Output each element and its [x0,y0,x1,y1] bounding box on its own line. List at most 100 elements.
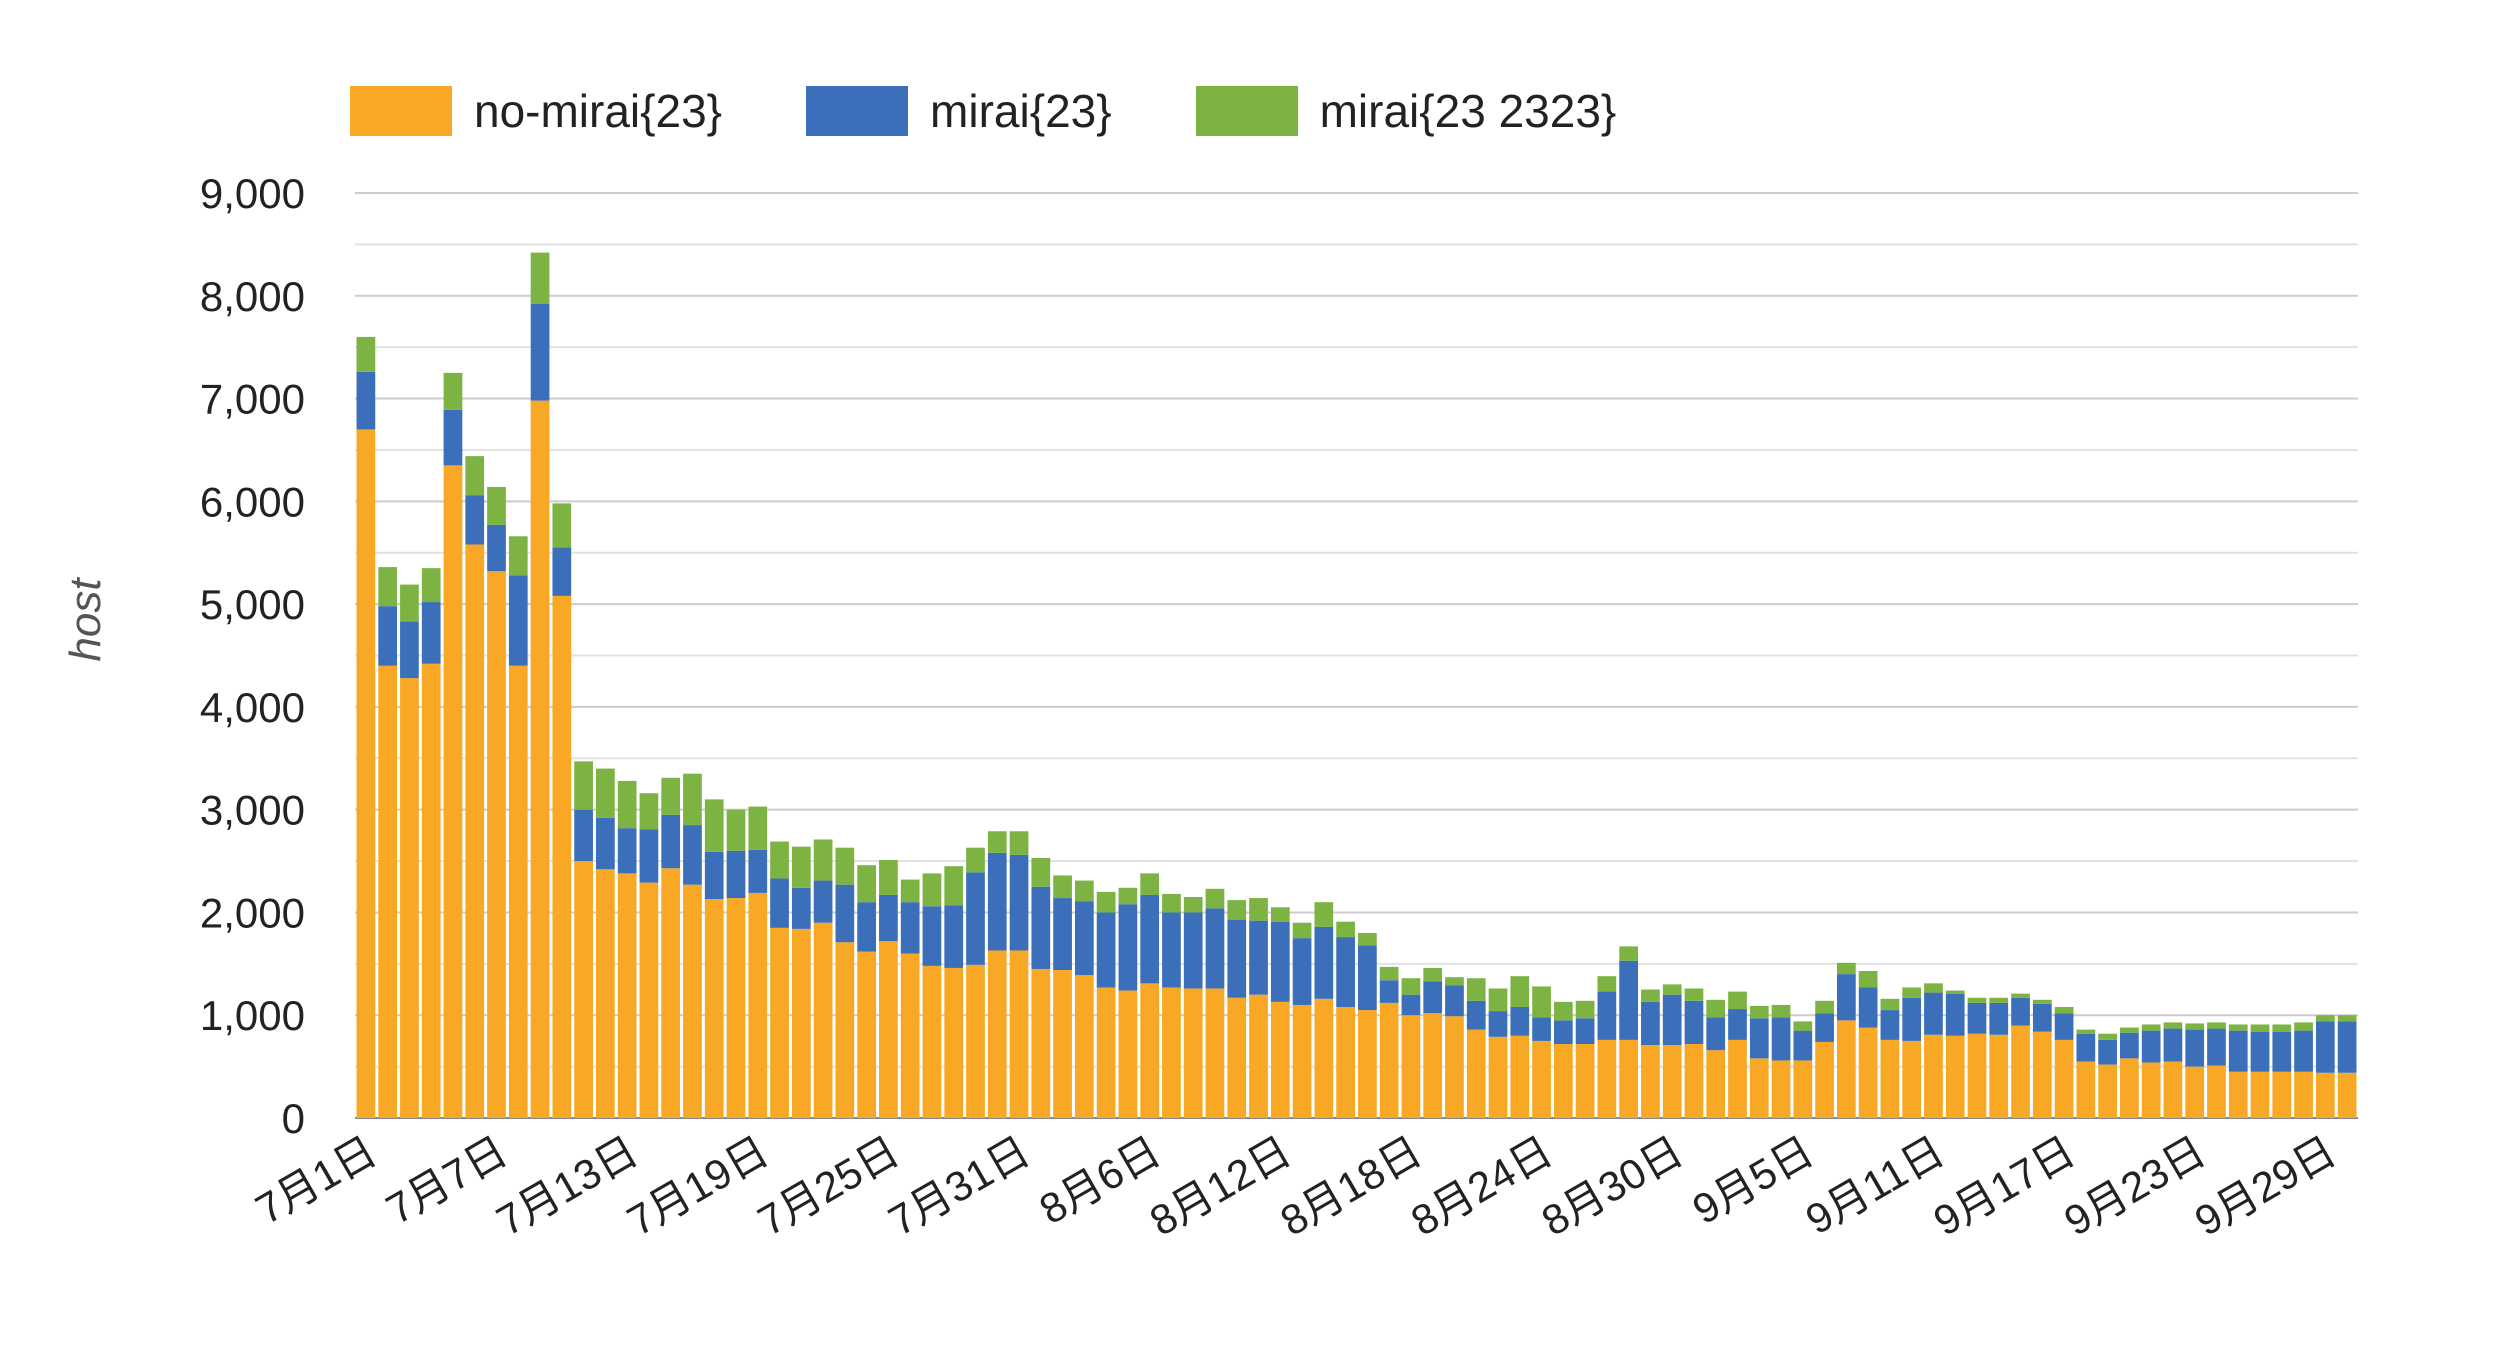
bar-segment-series-0 [378,665,398,1118]
bar-segment-series-1 [552,547,572,596]
bar-segment-series-1 [2163,1028,2183,1062]
legend-item-mirai-23[interactable]: mirai{23} [806,84,1112,138]
bar-segment-series-1 [1466,1000,1486,1030]
bar-segment-series-0 [813,922,833,1118]
bar-segment-series-2 [2250,1024,2270,1032]
bar-segment-series-2 [1619,946,1638,961]
legend-item-mirai-23-2323[interactable]: mirai{23 2323} [1195,84,1616,138]
bar-segment-series-1 [2120,1032,2139,1059]
legend-item-no-mirai[interactable]: no-mirai{23} [350,84,722,138]
x-tick-label: 9月11日 [1798,1127,1952,1243]
bar-segment-series-0 [1641,1045,1660,1118]
bar-segment-series-0 [1336,1007,1355,1118]
bar-segment-series-0 [487,571,506,1118]
bar-segment-series-1 [1162,912,1181,988]
bar-segment-series-1 [1532,1017,1551,1041]
bar-segment-series-1 [1880,1010,1900,1040]
bar-segment-series-1 [791,887,811,929]
bar-segment-series-2 [2076,1029,2096,1034]
bar-segment-series-0 [1401,1015,1421,1118]
bar-segment-series-0 [1053,970,1072,1118]
x-tick-label: 8月30日 [1534,1127,1691,1245]
bar-segment-series-2 [378,567,398,607]
bar-segment-series-0 [1488,1036,1508,1118]
bar-segment-series-1 [1292,938,1312,1005]
bar-segment-series-0 [1314,998,1334,1118]
legend-swatch-mirai-23 [806,86,909,136]
bar-segment-series-1 [1358,945,1377,1011]
bar-segment-series-1 [1684,1000,1704,1044]
bar-segment-series-1 [1924,992,1943,1035]
bar-segment-series-1 [1793,1030,1813,1061]
bar-segment-series-1 [1815,1013,1834,1042]
bar-segment-series-1 [2098,1039,2117,1065]
bar-segment-series-0 [1379,1002,1399,1118]
bar-segment-series-0 [1423,1013,1443,1118]
bar-segment-series-2 [574,761,593,810]
bar-segment-series-2 [1423,967,1443,982]
bar-segment-series-2 [922,873,942,907]
bar-segment-series-2 [508,536,528,576]
bar-segment-series-2 [1967,997,1987,1003]
bar-segment-series-0 [400,678,419,1118]
bar-segment-series-1 [2207,1028,2226,1066]
bar-segment-series-2 [1510,976,1530,1007]
bar-segment-series-2 [443,372,463,410]
bar-segment-series-1 [748,849,768,893]
y-tick-label: 6,000 [200,478,305,525]
bar-segment-series-2 [1074,880,1094,902]
bar-segment-series-0 [1662,1045,1682,1118]
bar-segment-series-1 [1314,926,1334,999]
bar-segment-series-2 [1575,1000,1595,1019]
bar-segment-series-2 [2120,1027,2139,1033]
bar-segment-series-0 [2207,1065,2226,1118]
bar-segment-series-0 [1989,1034,2009,1118]
bar-segment-series-2 [2337,1015,2357,1022]
bar-segment-series-0 [1793,1060,1813,1118]
bar-segment-series-2 [1902,987,1922,998]
bar-segment-series-2 [2011,993,2030,998]
bar-segment-series-2 [2054,1007,2074,1014]
bar-segment-series-0 [1684,1044,1704,1118]
bar-segment-series-0 [1815,1041,1834,1118]
bar-segment-series-2 [2032,999,2052,1004]
bar-segment-series-0 [639,882,659,1118]
bar-segment-series-1 [1401,994,1421,1016]
bar-segment-series-2 [683,773,702,826]
bar-segment-series-2 [2294,1022,2313,1031]
bar-segment-series-0 [1183,988,1203,1118]
bar-segment-series-0 [1553,1044,1573,1118]
bar-segment-series-2 [1880,998,1900,1011]
bar-segment-series-1 [987,852,1007,951]
bar-segment-series-1 [726,850,746,899]
bar-segment-series-0 [2337,1072,2357,1118]
x-tick-label: 7月31日 [881,1127,1038,1245]
bar-segment-series-1 [487,524,506,572]
bar-segment-series-1 [922,906,942,966]
bar-segment-series-1 [857,902,876,952]
bar-segment-series-2 [1358,933,1377,946]
bar-segment-series-0 [596,869,615,1118]
bar-segment-series-2 [1641,989,1660,1002]
bar-segment-series-1 [1575,1018,1595,1044]
bar-segment-series-1 [400,621,419,679]
bar-segment-series-1 [2337,1021,2357,1073]
bar-segment-series-2 [2141,1024,2161,1031]
bar-segment-series-0 [2228,1071,2248,1118]
bar-segment-series-1 [1118,904,1138,991]
x-tick-label: 7月25日 [750,1127,907,1245]
bar-segment-series-0 [1858,1027,1878,1118]
bar-segment-series-0 [1619,1039,1638,1118]
bar-segment-series-1 [1423,981,1443,1014]
x-tick-label: 7月19日 [619,1127,776,1245]
bar-segment-series-2 [1445,977,1464,986]
legend-swatch-mirai-23-2323 [1195,86,1298,136]
x-tick-label: 8月12日 [1142,1127,1299,1245]
bar-segment-series-1 [617,828,637,874]
bar-segment-series-1 [966,872,985,965]
bar-segment-series-2 [421,568,441,603]
bar-segment-series-2 [2207,1022,2226,1029]
bar-segment-series-1 [1227,919,1247,998]
y-tick-label: 3,000 [200,787,305,834]
bar-segment-series-0 [356,429,376,1118]
